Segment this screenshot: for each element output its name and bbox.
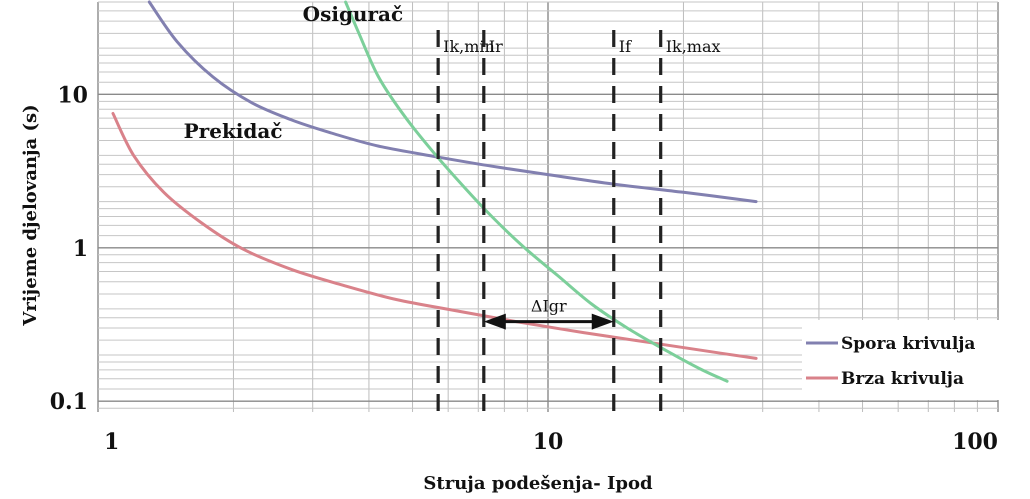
y-axis-title: Vrijeme djelovanja (s): [20, 104, 41, 326]
arrow-head-right: [591, 313, 614, 330]
arrow-head-left: [483, 313, 506, 330]
curve-fast: [111, 112, 758, 360]
vline-label-1: Ir: [489, 37, 503, 56]
legend-label-fast: Brza krivulja: [841, 369, 964, 389]
delta-arrow: ΔIgr: [483, 297, 614, 330]
curves: [111, 0, 758, 383]
annotations: Osigurač Prekidač: [184, 2, 404, 143]
x-tick-label: 100: [952, 429, 998, 455]
vline-label-3: Ik,max: [666, 37, 721, 56]
tick-labels: 1 10 100 0.1 1 10: [50, 82, 998, 455]
curve-fuse: [344, 0, 729, 383]
annotation-1: Prekidač: [184, 119, 283, 143]
annotation-0: Osigurač: [303, 2, 403, 26]
legend: Spora krivulja Brza krivulja: [802, 320, 1022, 400]
legend-label-slow: Spora krivulja: [841, 334, 975, 354]
x-axis-title: Struja podešenja- Ipod: [423, 473, 653, 494]
x-tick-label: 1: [104, 429, 119, 455]
curve-slow: [147, 0, 758, 204]
legend-background: [802, 320, 1022, 400]
y-tick-label: 10: [57, 82, 88, 108]
x-tick-label: 10: [533, 429, 564, 455]
vline-label-2: If: [619, 37, 632, 56]
vline-label-0: Ik,min: [443, 37, 495, 56]
arrow-label: ΔIgr: [531, 297, 567, 316]
y-tick-label: 1: [73, 236, 88, 262]
grid: [97, 1, 999, 412]
y-tick-label: 0.1: [50, 389, 88, 415]
